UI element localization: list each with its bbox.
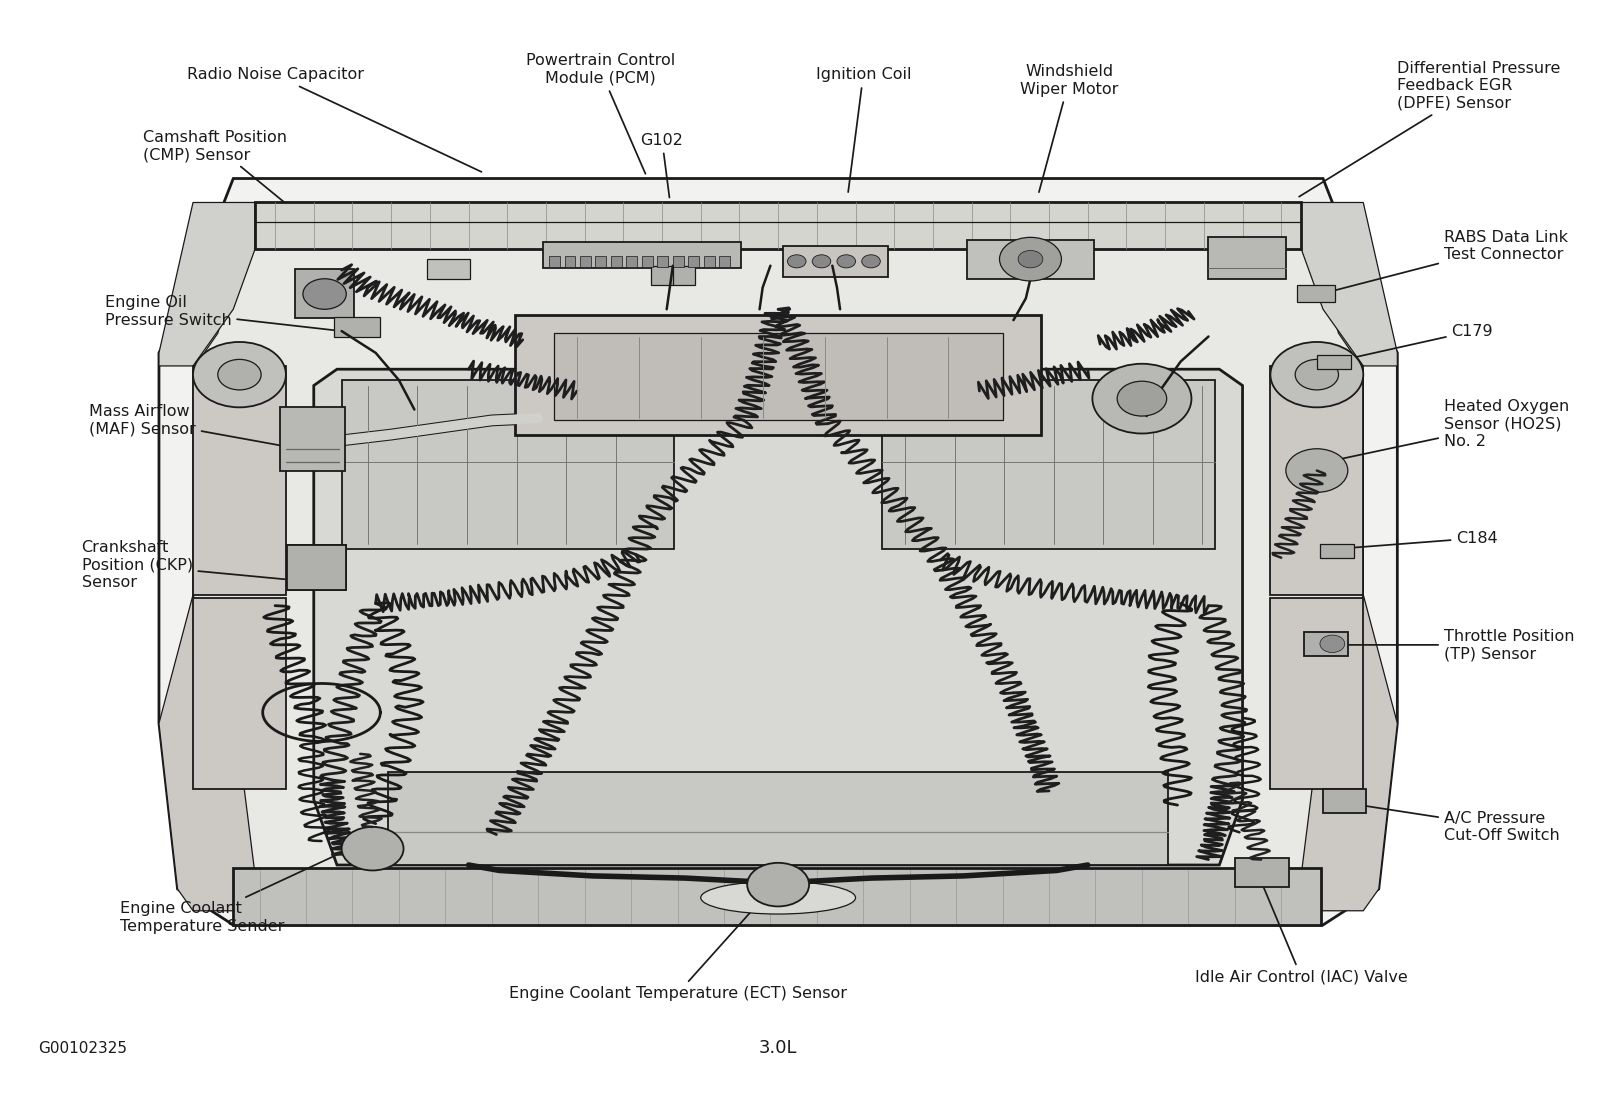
Bar <box>254 202 1301 249</box>
Polygon shape <box>158 179 1397 925</box>
Polygon shape <box>158 595 259 910</box>
Text: RABS Data Link
Test Connector: RABS Data Link Test Connector <box>1315 229 1568 295</box>
Bar <box>688 256 699 267</box>
Ellipse shape <box>701 882 856 914</box>
Text: Camshaft Position
(CMP) Sensor: Camshaft Position (CMP) Sensor <box>144 130 339 247</box>
Text: Powertrain Control
Module (PCM): Powertrain Control Module (PCM) <box>525 54 675 173</box>
Bar <box>674 256 683 267</box>
Text: Engine Coolant Temperature (ECT) Sensor: Engine Coolant Temperature (ECT) Sensor <box>509 884 846 1001</box>
Bar <box>542 242 741 268</box>
Bar <box>427 259 470 279</box>
Circle shape <box>302 279 346 310</box>
Bar <box>280 407 344 471</box>
Text: Throttle Position
(TP) Sensor: Throttle Position (TP) Sensor <box>1315 629 1574 661</box>
Bar <box>294 269 354 318</box>
Text: Heated Oxygen
Sensor (HO2S)
No. 2: Heated Oxygen Sensor (HO2S) No. 2 <box>1320 399 1570 463</box>
Text: Idle Air Control (IAC) Valve: Idle Air Control (IAC) Valve <box>1195 884 1408 985</box>
Bar <box>595 256 606 267</box>
Text: A/C Pressure
Cut-Off Switch: A/C Pressure Cut-Off Switch <box>1341 803 1560 843</box>
Text: Engine Oil
Pressure Switch: Engine Oil Pressure Switch <box>104 295 339 330</box>
Circle shape <box>342 827 403 871</box>
Text: 3.0L: 3.0L <box>758 1039 797 1057</box>
Bar <box>720 256 730 267</box>
Bar <box>288 545 346 591</box>
Circle shape <box>787 255 806 268</box>
Polygon shape <box>1301 202 1397 366</box>
Text: G00102325: G00102325 <box>38 1041 128 1055</box>
Bar <box>782 246 888 277</box>
Circle shape <box>1286 449 1347 492</box>
Circle shape <box>1000 237 1061 281</box>
Bar <box>342 380 675 549</box>
Polygon shape <box>1296 595 1397 910</box>
Circle shape <box>1270 341 1363 407</box>
Bar <box>334 317 381 336</box>
Circle shape <box>218 359 261 390</box>
Bar <box>658 256 669 267</box>
Bar <box>194 598 286 788</box>
Circle shape <box>194 341 286 407</box>
Circle shape <box>1294 359 1339 390</box>
Bar <box>1270 366 1363 595</box>
Bar <box>549 256 560 267</box>
Bar <box>1323 788 1366 813</box>
Bar <box>642 256 653 267</box>
Circle shape <box>1320 635 1344 652</box>
Bar <box>565 256 576 267</box>
Bar <box>704 256 715 267</box>
Text: Crankshaft
Position (CKP)
Sensor: Crankshaft Position (CKP) Sensor <box>82 540 285 591</box>
Polygon shape <box>194 202 1363 910</box>
Polygon shape <box>158 202 254 366</box>
Circle shape <box>1018 250 1043 268</box>
Bar <box>288 545 346 591</box>
Bar <box>234 869 1322 925</box>
Polygon shape <box>314 369 1243 865</box>
Bar <box>1208 237 1286 279</box>
Bar <box>1235 859 1290 887</box>
Bar <box>966 239 1094 279</box>
Bar <box>194 366 286 595</box>
Bar <box>627 256 637 267</box>
Text: Radio Noise Capacitor: Radio Noise Capacitor <box>187 67 482 172</box>
Circle shape <box>747 863 810 907</box>
Text: C179: C179 <box>1338 324 1493 361</box>
Text: Mass Airflow
(MAF) Sensor: Mass Airflow (MAF) Sensor <box>90 404 307 450</box>
Bar <box>611 256 622 267</box>
Bar <box>1296 285 1336 302</box>
Text: G102: G102 <box>640 133 683 198</box>
Circle shape <box>862 255 880 268</box>
Text: Windshield
Wiper Motor: Windshield Wiper Motor <box>1019 65 1118 192</box>
Text: Differential Pressure
Feedback EGR
(DPFE) Sensor: Differential Pressure Feedback EGR (DPFE… <box>1299 61 1560 197</box>
Bar <box>515 315 1042 435</box>
Text: Engine Coolant
Temperature Sender: Engine Coolant Temperature Sender <box>120 847 355 933</box>
Bar <box>581 256 590 267</box>
Bar <box>1304 631 1347 656</box>
Text: C184: C184 <box>1338 530 1498 549</box>
Bar <box>554 334 1003 421</box>
Circle shape <box>813 255 830 268</box>
Bar <box>651 266 694 285</box>
Circle shape <box>1117 381 1166 416</box>
Text: Ignition Coil: Ignition Coil <box>816 67 910 192</box>
Circle shape <box>837 255 856 268</box>
Bar <box>1270 598 1363 788</box>
Bar <box>882 380 1214 549</box>
Bar <box>1317 355 1350 369</box>
Bar <box>389 772 1168 865</box>
Bar <box>1320 544 1354 558</box>
Circle shape <box>1093 363 1192 434</box>
